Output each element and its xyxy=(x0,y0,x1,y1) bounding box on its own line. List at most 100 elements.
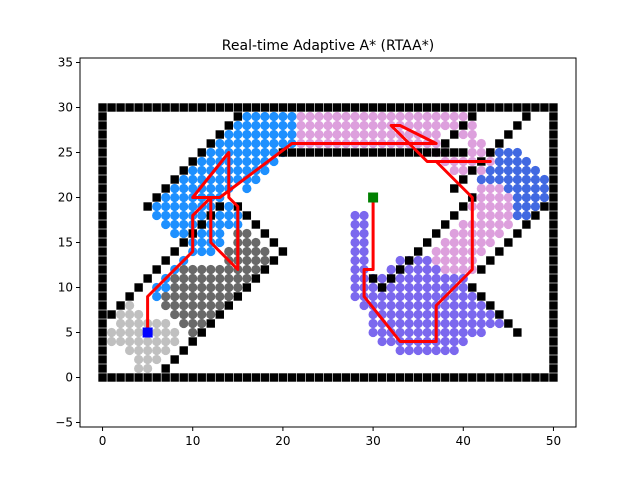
visited-point xyxy=(539,192,550,203)
obstacle-point xyxy=(359,148,369,157)
visited-point xyxy=(494,174,504,185)
obstacle-point xyxy=(188,337,197,346)
obstacle-point xyxy=(107,310,116,319)
visited-point xyxy=(242,129,252,140)
obstacle-point xyxy=(206,373,215,382)
obstacle-point xyxy=(98,346,107,355)
obstacle-point xyxy=(296,373,306,382)
obstacle-point xyxy=(549,166,558,175)
obstacle-point xyxy=(531,103,540,112)
visited-point xyxy=(476,174,486,185)
obstacle-point xyxy=(215,103,224,112)
visited-point xyxy=(251,246,261,257)
visited-point xyxy=(386,291,396,302)
visited-point xyxy=(485,210,495,221)
obstacle-point xyxy=(495,103,504,112)
visited-point xyxy=(494,318,504,329)
visited-point xyxy=(458,228,468,239)
obstacle-point xyxy=(477,373,486,382)
visited-point xyxy=(467,309,477,320)
visited-point xyxy=(251,237,261,248)
visited-point xyxy=(530,165,541,176)
obstacle-point xyxy=(98,319,107,328)
visited-point xyxy=(215,174,225,185)
obstacle-point xyxy=(450,211,459,220)
obstacle-point xyxy=(468,103,477,112)
visited-point xyxy=(206,147,216,158)
obstacle-point xyxy=(359,373,369,382)
x-tick-label: 10 xyxy=(185,434,200,448)
obstacle-point xyxy=(549,121,558,130)
goal-point xyxy=(368,192,379,203)
visited-point xyxy=(449,165,459,176)
visited-point xyxy=(134,363,144,374)
visited-point xyxy=(503,165,513,176)
obstacle-point xyxy=(549,292,558,301)
obstacle-point xyxy=(413,373,423,382)
visited-point xyxy=(269,138,279,149)
visited-point xyxy=(404,309,414,320)
obstacle-point xyxy=(459,121,468,130)
obstacle-point xyxy=(368,103,378,112)
visited-point xyxy=(188,273,198,284)
obstacle-point xyxy=(522,103,531,112)
visited-point xyxy=(512,174,522,185)
visited-point xyxy=(539,174,550,185)
visited-point xyxy=(170,210,180,221)
obstacle-point xyxy=(179,103,188,112)
visited-point xyxy=(242,228,252,239)
obstacle-point xyxy=(215,310,224,319)
visited-point xyxy=(476,192,486,203)
visited-point xyxy=(458,111,468,122)
obstacle-point xyxy=(549,247,558,256)
visited-point xyxy=(350,291,360,302)
obstacle-point xyxy=(468,112,477,121)
obstacle-point xyxy=(269,103,279,112)
obstacle-point xyxy=(404,103,414,112)
obstacle-point xyxy=(549,364,558,373)
obstacle-point xyxy=(98,166,107,175)
obstacle-point xyxy=(224,301,233,310)
visited-point xyxy=(242,120,252,131)
obstacle-point xyxy=(395,373,405,382)
visited-point xyxy=(458,336,468,347)
obstacle-point xyxy=(423,103,432,112)
obstacle-point xyxy=(495,139,504,148)
obstacle-point xyxy=(143,373,152,382)
visited-point xyxy=(170,309,180,320)
visited-point xyxy=(359,246,369,257)
visited-point xyxy=(215,264,225,275)
visited-point xyxy=(458,327,468,338)
visited-point xyxy=(521,156,532,167)
path-layer xyxy=(146,124,492,343)
visited-point xyxy=(179,282,189,293)
obstacle-point xyxy=(368,274,378,283)
visited-point xyxy=(170,336,180,347)
obstacle-point xyxy=(323,103,333,112)
visited-point xyxy=(143,345,153,356)
obstacle-point xyxy=(233,292,243,301)
visited-point xyxy=(395,327,405,338)
visited-point xyxy=(341,111,351,122)
visited-point xyxy=(161,282,171,293)
obstacle-point xyxy=(513,373,522,382)
x-tick-label: 30 xyxy=(365,434,380,448)
visited-point xyxy=(161,300,171,311)
visited-point xyxy=(170,183,180,194)
obstacle-point xyxy=(549,256,558,265)
obstacle-point xyxy=(260,373,270,382)
obstacle-point xyxy=(323,373,333,382)
visited-point xyxy=(197,282,207,293)
obstacle-point xyxy=(549,328,558,337)
obstacle-point xyxy=(459,373,468,382)
visited-point xyxy=(413,300,423,311)
obstacle-point xyxy=(504,130,513,139)
visited-point xyxy=(143,354,153,365)
visited-point xyxy=(215,300,225,311)
x-tick-label: 40 xyxy=(456,434,471,448)
visited-point xyxy=(115,318,126,329)
obstacle-point xyxy=(432,229,441,238)
chart-title: Real-time Adaptive A* (RTAA*) xyxy=(222,38,434,54)
visited-point xyxy=(449,336,459,347)
visited-point xyxy=(278,138,288,149)
